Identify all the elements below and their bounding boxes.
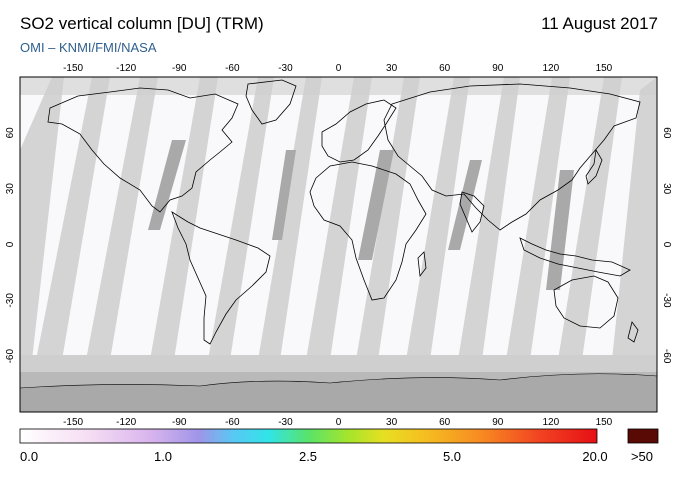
lon-tick-label: 60 <box>439 417 451 428</box>
lon-tick-label: -120 <box>116 63 136 74</box>
antarctica <box>20 373 657 412</box>
map-frame <box>19 76 658 413</box>
lat-tick-label: -60 <box>5 349 16 364</box>
coastlines <box>47 79 641 345</box>
colorbar-label: 20.0 <box>582 449 608 464</box>
colorbar-label: 1.0 <box>153 449 173 464</box>
lon-tick-label: 150 <box>596 63 613 74</box>
lon-tick-label: 30 <box>386 63 398 74</box>
lon-tick-label: -30 <box>278 417 293 428</box>
lat-tick-label: -30 <box>661 293 672 308</box>
lon-tick-label: 60 <box>439 63 451 74</box>
map-title: SO2 vertical column [DU] (TRM) <box>20 14 264 33</box>
lon-tick-label: 120 <box>542 417 559 428</box>
lon-tick-label: -120 <box>116 417 136 428</box>
lon-tick-label: -60 <box>225 417 240 428</box>
lon-tick-label: -90 <box>172 63 187 74</box>
lon-tick-label: 0 <box>336 63 342 74</box>
lon-tick-label: 30 <box>386 417 398 428</box>
lon-tick-label: -150 <box>63 417 83 428</box>
longitude-labels-bottom: -150 -120 -90 -60 -30 0 30 60 90 120 150 <box>63 417 613 428</box>
lon-tick-label: 90 <box>492 63 504 74</box>
colorbar-label: 0.0 <box>20 449 39 464</box>
lon-tick-label: -60 <box>225 63 240 74</box>
lon-tick-label: -30 <box>278 63 293 74</box>
colorbar-label: 2.5 <box>298 449 318 464</box>
longitude-labels-top: -150 -120 -90 -60 -30 0 30 60 90 120 150 <box>63 63 613 74</box>
lon-tick-label: 90 <box>492 417 504 428</box>
lat-tick-label: 30 <box>661 183 672 195</box>
lat-tick-label: 0 <box>661 242 672 248</box>
lat-tick-label: -30 <box>5 293 16 308</box>
latitude-labels-right: 60 30 0 -30 -60 <box>661 127 672 364</box>
lon-tick-label: 150 <box>596 417 613 428</box>
colorbar-overflow-swatch <box>627 428 659 444</box>
lon-tick-label: 0 <box>336 417 342 428</box>
lat-tick-label: 0 <box>5 241 16 247</box>
colorbar-label: 5.0 <box>442 449 462 464</box>
orbit-swaths <box>20 77 657 360</box>
lon-tick-label: 120 <box>542 63 559 74</box>
lat-tick-label: 60 <box>661 127 672 139</box>
orbit-swaths-dark <box>148 140 574 290</box>
latitude-labels-left: 60 30 0 -30 -60 <box>5 127 16 364</box>
map-date: 11 August 2017 <box>541 14 658 33</box>
colorbar-overflow-label: >50 <box>630 449 654 464</box>
lat-tick-label: 30 <box>5 183 16 195</box>
colorbar <box>19 428 598 444</box>
data-credit: OMI – KNMI/FMI/NASA <box>20 40 157 55</box>
lat-tick-label: 60 <box>5 127 16 139</box>
lon-tick-label: -90 <box>172 417 187 428</box>
lon-tick-label: -150 <box>63 63 83 74</box>
lat-tick-label: -60 <box>661 349 672 364</box>
